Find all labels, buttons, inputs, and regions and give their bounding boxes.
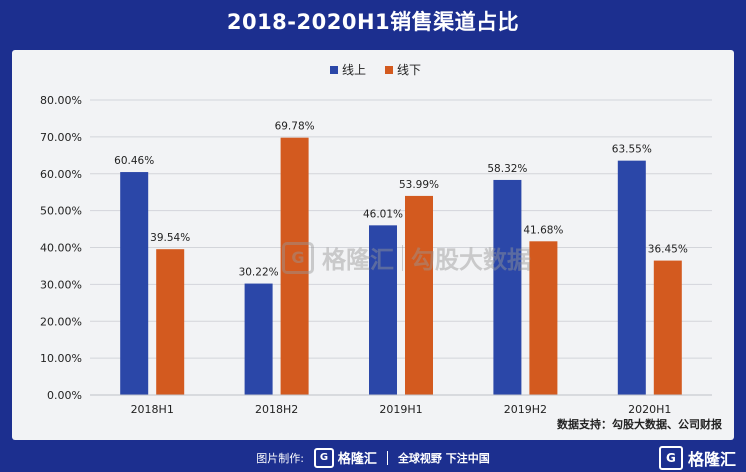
x-tick-label: 2019H1 <box>379 403 422 416</box>
y-tick-label: 80.00% <box>40 94 82 107</box>
y-tick-label: 40.00% <box>40 242 82 255</box>
watermark-logo-text: 格隆汇 <box>322 246 394 274</box>
bar-offline <box>280 137 309 395</box>
data-label: 53.99% <box>399 179 439 191</box>
corner-logo: G 格隆汇 <box>658 446 736 470</box>
footer-logo: G 格隆汇 <box>313 447 377 468</box>
source-note: 数据支持：勾股大数据、公司财报 <box>557 418 722 431</box>
legend-swatch <box>385 66 393 74</box>
y-tick-label: 50.00% <box>40 205 82 218</box>
x-tick-label: 2018H2 <box>255 403 298 416</box>
data-label: 63.55% <box>612 144 652 156</box>
watermark-logo-icon: G <box>282 241 314 274</box>
watermark: G 格隆汇 勾股大数据 <box>282 240 531 275</box>
bar-chart: 0.00% 10.00% 20.00% 30.00% 40.00% 50.00% 60.00… <box>40 63 712 416</box>
footer-divider <box>386 450 388 465</box>
data-label: 58.32% <box>487 163 527 175</box>
x-tick-label: 2018H1 <box>131 403 174 416</box>
footer-made-by: 图片制作: <box>256 451 304 465</box>
footer: 图片制作: G 格隆汇 全球视野 下注中国 <box>0 443 746 472</box>
bar-offline <box>529 241 558 395</box>
y-tick-label: 10.00% <box>40 352 82 365</box>
x-tick-label: 2019H2 <box>504 403 547 416</box>
data-label: 69.78% <box>275 121 315 133</box>
footer-slogan: 全球视野 下注中国 <box>397 451 490 465</box>
legend-swatch <box>330 66 338 74</box>
data-label: 36.45% <box>648 244 688 256</box>
legend-label: 线下 <box>397 63 421 77</box>
bar-offline <box>405 195 433 395</box>
data-label: 60.46% <box>114 155 154 167</box>
y-tick-label: 70.00% <box>40 131 82 144</box>
chart-title: 2018-2020H1销售渠道占比 <box>226 10 520 34</box>
x-tick-label: 2020H1 <box>628 403 671 416</box>
data-label: 30.22% <box>239 267 279 279</box>
bar-online <box>617 160 646 395</box>
bar-online <box>369 225 397 395</box>
data-label: 41.68% <box>523 224 563 236</box>
legend-label: 线上 <box>342 63 366 77</box>
data-label: 46.01% <box>363 208 403 220</box>
watermark-text: 勾股大数据 <box>411 246 531 274</box>
corner-logo-icon: G <box>658 446 683 470</box>
corner-logo-text: 格隆汇 <box>687 450 736 469</box>
data-label: 39.54% <box>150 232 190 244</box>
y-tick-label: 0.00% <box>47 389 82 402</box>
y-tick-label: 60.00% <box>40 168 82 181</box>
bar-online <box>244 283 273 395</box>
footer-logo-icon: G <box>313 447 334 468</box>
y-tick-label: 30.00% <box>40 278 82 291</box>
bar-offline <box>156 249 185 395</box>
footer-logo-text: 格隆汇 <box>337 452 377 467</box>
bar-offline <box>653 260 682 395</box>
y-tick-label: 20.00% <box>40 315 82 328</box>
watermark-divider <box>402 244 403 271</box>
bar-online <box>493 179 522 395</box>
chart-panel: 0.00% 10.00% 20.00% 30.00% 40.00% 50.00% 60.00… <box>12 50 734 440</box>
bar-online <box>120 172 149 395</box>
